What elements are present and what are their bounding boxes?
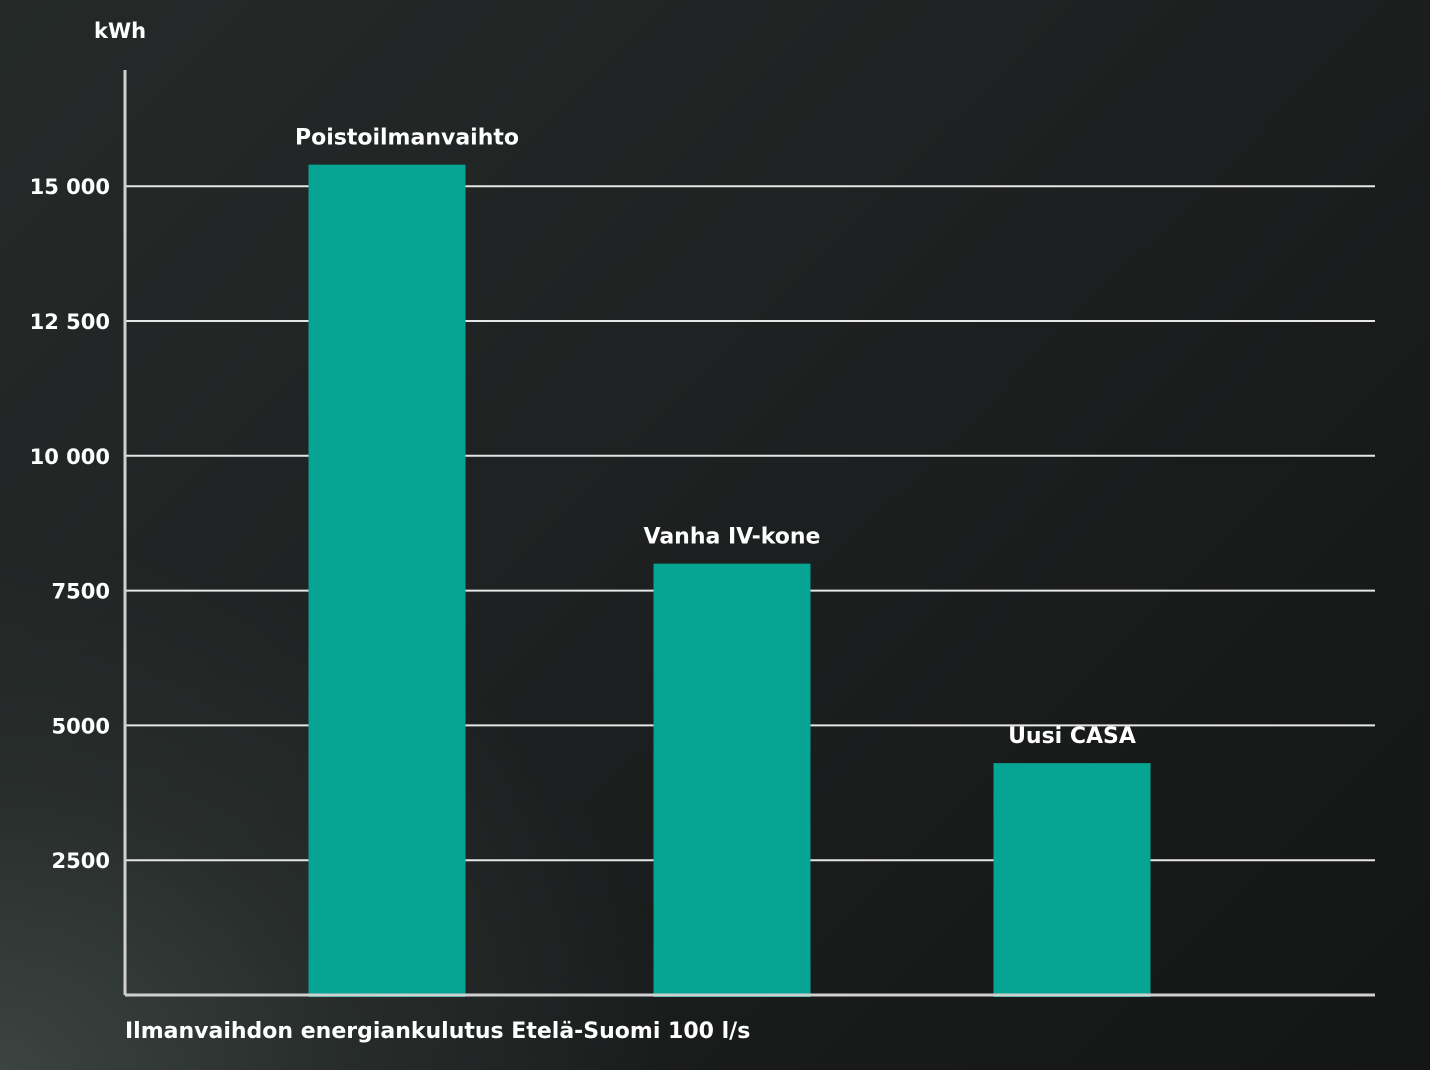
bar-2 xyxy=(993,763,1151,997)
bar-label: Vanha IV-kone xyxy=(644,525,821,550)
y-tick-label: 15 000 xyxy=(30,175,110,199)
bar-0 xyxy=(308,164,466,997)
bar-label: Uusi CASA xyxy=(1008,724,1136,749)
y-tick-label: 7500 xyxy=(52,580,110,604)
y-tick-label: 5000 xyxy=(52,714,110,738)
y-axis-unit-label: kWh xyxy=(94,19,146,43)
chart-caption: Ilmanvaihdon energiankulutus Etelä-Suomi… xyxy=(125,1019,750,1044)
bar-labels: Poistoilmanvaihto Vanha IV-kone Uusi CASA xyxy=(295,126,1136,750)
bar-label: Poistoilmanvaihto xyxy=(295,126,519,151)
bar-1 xyxy=(653,563,811,997)
y-tick-label: 12 500 xyxy=(30,310,110,334)
y-axis-ticks: 2500 5000 7500 10 000 12 500 15 000 xyxy=(30,175,110,873)
y-tick-label: 2500 xyxy=(52,849,110,873)
y-tick-label: 10 000 xyxy=(30,445,110,469)
bars xyxy=(308,164,1151,997)
